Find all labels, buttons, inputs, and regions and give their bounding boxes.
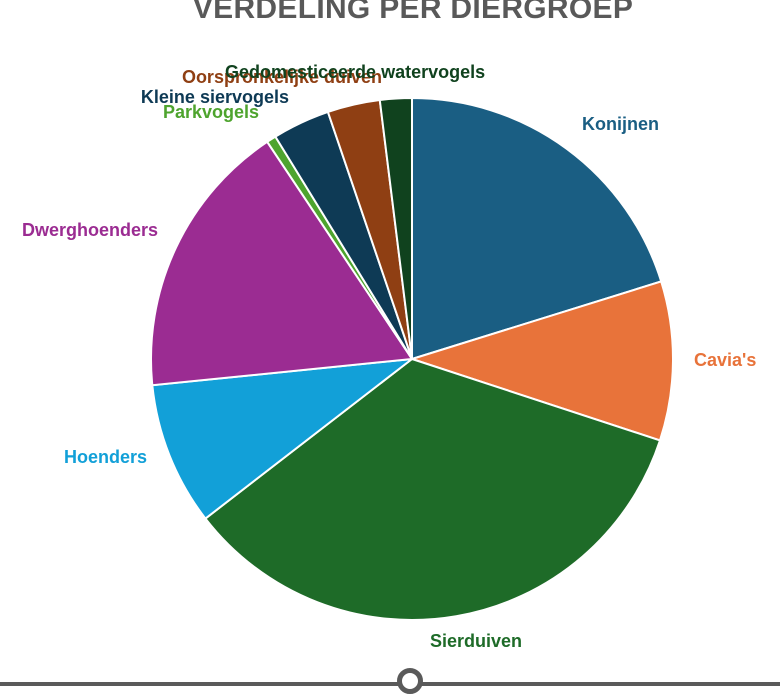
pie-slice-gedomesticeerde-watervogels <box>378 96 413 360</box>
pie-label-kleine-siervogels: Kleine siervogels <box>141 87 289 107</box>
resize-handle[interactable] <box>397 668 423 694</box>
pie-slice-sierduiven <box>204 357 662 621</box>
pie-label-gedomesticeerde-watervogels: Gedomesticeerde watervogels <box>225 62 485 82</box>
pie-slice-konijnen <box>411 96 663 361</box>
chart-title: VERDELING PER DIERGROEP <box>192 0 634 25</box>
bottom-divider <box>0 682 780 686</box>
pie-labels: Konijnen Cavia's Sierduiven Hoenders Dwergho… <box>22 62 756 651</box>
pie-label-dwerghoenders: Dwerghoenders <box>22 220 158 240</box>
pie-label-cavia-s: Cavia's <box>694 350 756 370</box>
pie-label-sierduiven: Sierduiven <box>430 631 522 651</box>
pie-slices <box>150 96 674 621</box>
pie-label-parkvogels: Parkvogels <box>163 102 259 122</box>
pie-slice-cavia-s <box>408 280 674 442</box>
pie-label-oorspronkelijke-duiven: Oorspronkelijke duiven <box>182 67 382 87</box>
pie-label-hoenders: Hoenders <box>64 447 147 467</box>
pie-slice-dwerghoenders <box>150 140 414 387</box>
pie-label-konijnen: Konijnen <box>582 114 659 134</box>
pie-slice-hoenders <box>151 357 416 520</box>
